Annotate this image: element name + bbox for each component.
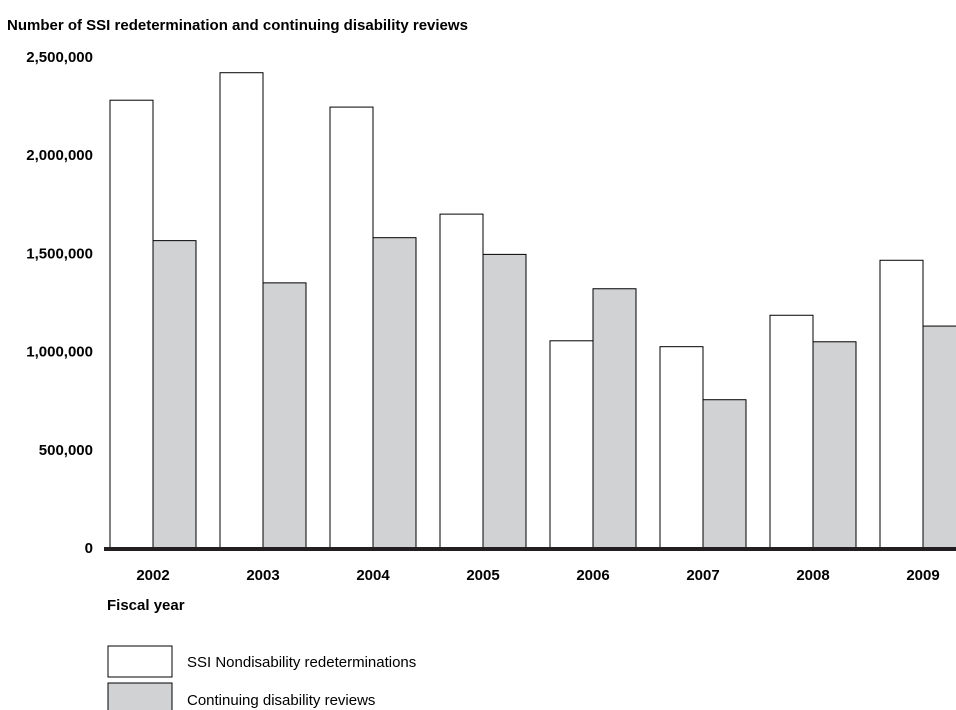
legend: SSI Nondisability redeterminations Conti…: [107, 645, 416, 710]
bar-redeterminations-2007: [659, 346, 704, 549]
bar-continuing-disability-reviews-2003: [262, 282, 307, 549]
x-axis-tick-labels: 2002 2003 2004 2005 2006 2007 2008 2009: [136, 567, 939, 584]
bar-continuing-disability-reviews-2007: [702, 399, 747, 549]
bar-continuing-disability-reviews-2004: [372, 237, 417, 549]
legend-swatch-continuing-disability-reviews: [107, 682, 173, 710]
bar-continuing-disability-reviews-2009: [922, 325, 956, 549]
y-tick-label-1000000: 1,000,000: [26, 344, 93, 361]
bar-continuing-disability-reviews-2005: [482, 253, 527, 549]
y-tick-label-500000: 500,000: [39, 442, 93, 459]
bar-redeterminations-2005: [439, 213, 484, 549]
bar-continuing-disability-reviews-2008: [812, 341, 857, 549]
chart-title: Number of SSI redetermination and contin…: [7, 17, 468, 34]
bar-redeterminations-2006: [549, 340, 594, 549]
x-axis-title: Fiscal year: [107, 597, 185, 614]
y-tick-label-0: 0: [85, 540, 93, 557]
x-tick-label-2002: 2002: [136, 567, 169, 584]
x-tick-label-2009: 2009: [906, 567, 939, 584]
legend-label-redeterminations: SSI Nondisability redeterminations: [187, 654, 416, 671]
bar-continuing-disability-reviews-2006: [592, 288, 637, 549]
bars: [109, 72, 956, 549]
bar-continuing-disability-reviews-2002: [152, 240, 197, 549]
bar-redeterminations-2008: [769, 314, 814, 549]
bar-redeterminations-2004: [329, 106, 374, 549]
bar-redeterminations-2009: [879, 259, 924, 549]
legend-label-continuing-disability-reviews: Continuing disability reviews: [187, 692, 375, 709]
x-tick-label-2006: 2006: [576, 567, 609, 584]
legend-item-continuing-disability-reviews: Continuing disability reviews: [107, 682, 375, 710]
y-tick-label-2500000: 2,500,000: [26, 49, 93, 66]
x-tick-label-2003: 2003: [246, 567, 279, 584]
bar-redeterminations-2002: [109, 99, 154, 549]
x-tick-label-2004: 2004: [356, 567, 390, 584]
y-axis-tick-labels: 0 500,000 1,000,000 1,500,000 2,000,000 2,500…: [26, 49, 93, 557]
x-tick-label-2005: 2005: [466, 567, 499, 584]
x-tick-label-2007: 2007: [686, 567, 719, 584]
y-tick-label-2000000: 2,000,000: [26, 147, 93, 164]
x-tick-label-2008: 2008: [796, 567, 829, 584]
y-tick-label-1500000: 1,500,000: [26, 245, 93, 262]
bar-redeterminations-2003: [219, 72, 264, 549]
legend-swatch-redeterminations: [107, 645, 173, 678]
legend-item-redeterminations: SSI Nondisability redeterminations: [107, 645, 416, 678]
